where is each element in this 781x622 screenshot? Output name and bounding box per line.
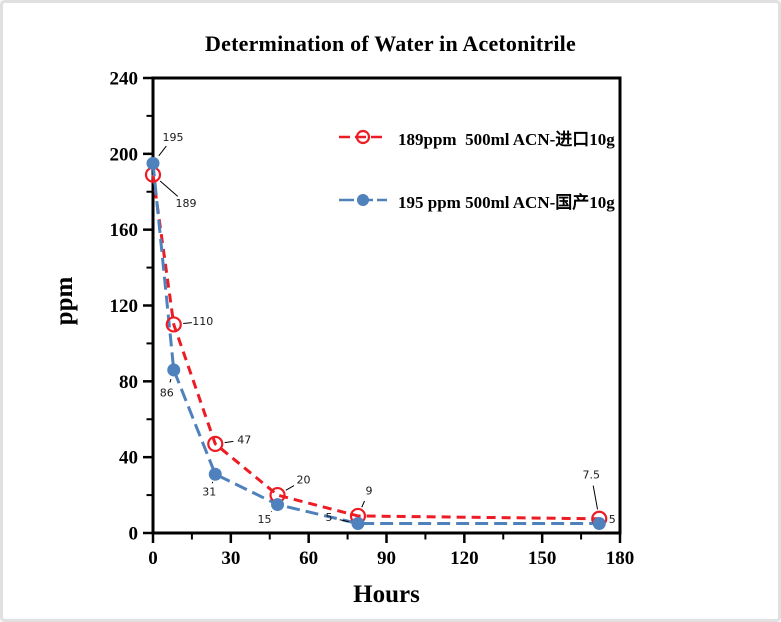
series-2-line (151, 163, 600, 526)
data-label: 9 (365, 484, 372, 497)
x-tick-label: 60 (299, 548, 318, 569)
data-label: 110 (192, 315, 213, 328)
data-label: 189 (176, 197, 197, 210)
y-tick-label: 80 (119, 372, 138, 393)
legend-open-circle-marker-icon (339, 129, 387, 145)
series-2-point (146, 156, 160, 170)
legend: 189ppm 500ml ACN-进口10g 195 ppm 500ml ACN-… (339, 124, 615, 250)
data-label: 5 (325, 511, 332, 524)
series-2-point (351, 517, 365, 531)
data-label-leader (339, 519, 349, 523)
y-tick-label: 200 (110, 144, 139, 165)
x-tick-label: 30 (221, 548, 240, 569)
data-label-leader (224, 440, 234, 444)
x-tick-label: 180 (606, 548, 635, 569)
x-tick-label: 120 (450, 548, 479, 569)
y-tick-label: 120 (110, 296, 139, 317)
data-label: 86 (160, 386, 174, 399)
series-2-point (271, 498, 285, 512)
chart-title: Determination of Water in Acetonitrile (205, 31, 576, 56)
y-tick-label: 0 (129, 524, 139, 545)
series-2-point (208, 467, 222, 481)
y-tick-label: 160 (110, 220, 139, 241)
data-label-leader (285, 485, 295, 491)
series-1-line (151, 174, 600, 521)
y-tick-label: 240 (110, 69, 139, 90)
x-axis-title: Hours (353, 581, 420, 608)
plot-area: 0 30 60 90 120 150 180 0 40 80 120 160 200 240 189 110 4… (110, 69, 635, 570)
x-tick-label: 90 (377, 548, 396, 569)
series-1-point (207, 435, 224, 452)
data-label: 5 (609, 513, 616, 526)
legend-item-1: 189ppm 500ml ACN-进口10g (339, 124, 615, 150)
data-label: 15 (258, 513, 272, 526)
data-label: 20 (297, 474, 311, 487)
legend-filled-circle-marker-icon (339, 194, 387, 206)
data-label-leader (592, 485, 599, 510)
legend-label-2: 195 ppm 500ml ACN-国产10g (398, 192, 615, 212)
data-label-leader (158, 145, 167, 157)
data-label: 31 (202, 486, 216, 499)
data-label-leader (159, 180, 179, 197)
data-label: 47 (237, 433, 251, 446)
plot-frame (151, 76, 622, 535)
data-label: 7.5 (582, 468, 600, 481)
series-2-point (592, 517, 606, 531)
x-tick-label: 150 (528, 548, 557, 569)
data-label-leader (169, 378, 172, 383)
series-2-point (167, 363, 181, 377)
data-label-leader (183, 322, 192, 324)
data-label: 195 (163, 131, 184, 144)
legend-item-2: 195 ppm 500ml ACN-国产10g (339, 187, 615, 213)
x-tick-label: 0 (148, 548, 158, 569)
y-tick-label: 40 (119, 448, 138, 469)
series-1-point (165, 316, 182, 333)
legend-label-1: 189ppm 500ml ACN-进口10g (398, 129, 615, 149)
data-label-leader (361, 500, 365, 508)
